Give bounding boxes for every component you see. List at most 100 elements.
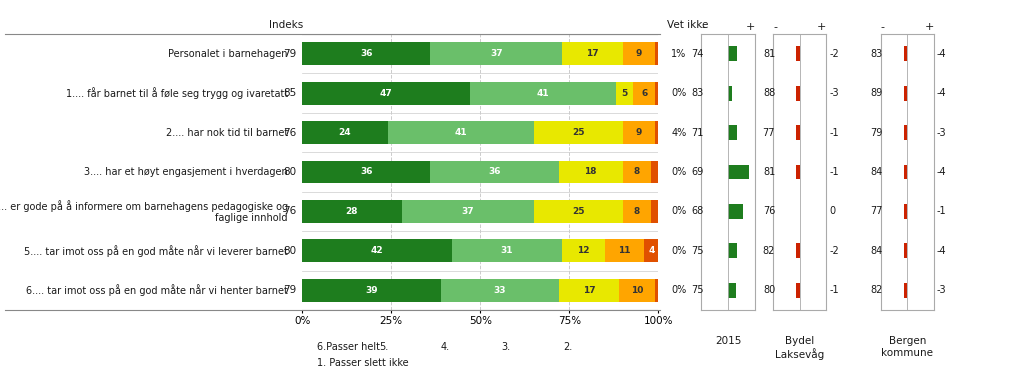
Text: 31: 31 bbox=[501, 246, 513, 255]
Text: 0%: 0% bbox=[672, 88, 686, 98]
Bar bbox=[728, 204, 743, 219]
Bar bbox=[605, 239, 644, 262]
Bar bbox=[562, 239, 605, 262]
Text: +: + bbox=[817, 22, 826, 32]
Text: -1: -1 bbox=[829, 167, 839, 177]
Bar bbox=[388, 121, 534, 144]
Text: 37: 37 bbox=[489, 49, 503, 58]
Bar bbox=[615, 82, 634, 105]
Text: 0%: 0% bbox=[672, 167, 686, 177]
Bar bbox=[644, 239, 658, 262]
Text: 33: 33 bbox=[494, 286, 506, 295]
Text: 0%: 0% bbox=[672, 206, 686, 217]
Text: Vet ikke: Vet ikke bbox=[667, 20, 708, 30]
Text: 37: 37 bbox=[462, 207, 474, 216]
Text: 85: 85 bbox=[284, 88, 297, 98]
Text: 0%: 0% bbox=[672, 246, 686, 256]
Text: 0: 0 bbox=[829, 206, 836, 217]
Text: 79: 79 bbox=[284, 49, 297, 59]
Text: 83: 83 bbox=[870, 49, 883, 59]
Bar bbox=[430, 42, 562, 65]
Text: 6: 6 bbox=[641, 89, 647, 98]
Bar bbox=[728, 164, 749, 180]
Bar bbox=[470, 82, 615, 105]
Text: 0%: 0% bbox=[672, 285, 686, 295]
Text: 1%: 1% bbox=[672, 49, 686, 59]
Bar bbox=[623, 121, 655, 144]
Text: 68: 68 bbox=[691, 206, 703, 217]
Bar bbox=[655, 279, 658, 302]
Bar bbox=[452, 239, 562, 262]
Bar bbox=[904, 283, 907, 298]
Text: 28: 28 bbox=[346, 207, 358, 216]
Bar bbox=[651, 161, 658, 183]
Bar bbox=[302, 279, 441, 302]
Text: 82: 82 bbox=[763, 246, 775, 256]
Text: 71: 71 bbox=[691, 127, 703, 138]
Text: -1: -1 bbox=[829, 285, 839, 295]
Bar bbox=[797, 125, 800, 140]
Text: 2015: 2015 bbox=[715, 336, 741, 346]
Text: 4%: 4% bbox=[672, 127, 686, 138]
Bar bbox=[651, 200, 658, 223]
Bar bbox=[623, 200, 651, 223]
Text: 5.: 5. bbox=[379, 342, 388, 352]
Bar bbox=[728, 243, 737, 258]
Text: -4: -4 bbox=[937, 167, 946, 177]
Text: 5: 5 bbox=[622, 89, 628, 98]
Bar bbox=[623, 161, 651, 183]
Text: 84: 84 bbox=[870, 246, 883, 256]
Text: 41: 41 bbox=[455, 128, 467, 137]
Text: -3: -3 bbox=[829, 88, 839, 98]
Text: 36: 36 bbox=[360, 49, 373, 58]
Text: -: - bbox=[701, 22, 706, 32]
Text: -2: -2 bbox=[829, 49, 840, 59]
Text: 6.... tar imot oss på en god måte når vi henter barnet: 6.... tar imot oss på en god måte når vi… bbox=[26, 284, 288, 296]
Text: Bydel
Laksevåg: Bydel Laksevåg bbox=[775, 336, 824, 360]
Text: 18: 18 bbox=[585, 167, 597, 177]
Text: Bergen
kommune: Bergen kommune bbox=[882, 336, 933, 358]
Text: 84: 84 bbox=[870, 167, 883, 177]
Text: 10: 10 bbox=[631, 286, 643, 295]
Text: 3.... har et høyt engasjement i hverdagen: 3.... har et høyt engasjement i hverdage… bbox=[84, 167, 288, 177]
Bar bbox=[728, 283, 735, 298]
Bar bbox=[904, 243, 907, 258]
Text: 76: 76 bbox=[284, 127, 297, 138]
Bar bbox=[302, 200, 401, 223]
Text: -2: -2 bbox=[829, 246, 840, 256]
Text: 75: 75 bbox=[691, 285, 703, 295]
Bar bbox=[302, 121, 388, 144]
Text: 3.: 3. bbox=[502, 342, 511, 352]
Text: -: - bbox=[881, 22, 885, 32]
Bar bbox=[559, 279, 620, 302]
Bar bbox=[620, 279, 655, 302]
Bar bbox=[562, 42, 623, 65]
Text: 47: 47 bbox=[380, 89, 392, 98]
Text: -1: -1 bbox=[829, 127, 839, 138]
Bar bbox=[797, 243, 800, 258]
Text: -4: -4 bbox=[937, 88, 946, 98]
Bar bbox=[302, 239, 452, 262]
Text: 42: 42 bbox=[371, 246, 383, 255]
Text: +: + bbox=[745, 22, 755, 32]
Bar bbox=[430, 161, 559, 183]
Text: 81: 81 bbox=[763, 49, 775, 59]
Text: 25: 25 bbox=[572, 128, 585, 137]
Bar bbox=[534, 200, 623, 223]
Text: 8: 8 bbox=[634, 167, 640, 177]
Text: 79: 79 bbox=[870, 127, 883, 138]
Text: Personalet i barnehagen: Personalet i barnehagen bbox=[168, 49, 288, 59]
Text: 2.... har nok tid til barnet: 2.... har nok tid til barnet bbox=[166, 127, 288, 138]
Text: 17: 17 bbox=[586, 49, 599, 58]
Text: 4: 4 bbox=[648, 246, 654, 255]
Text: 5.... tar imot oss på en god måte når vi leverer barnet: 5.... tar imot oss på en god måte når vi… bbox=[24, 245, 288, 257]
Text: 9: 9 bbox=[636, 49, 642, 58]
Bar bbox=[728, 46, 737, 61]
Bar bbox=[302, 42, 430, 65]
Bar bbox=[302, 82, 470, 105]
Text: 2.: 2. bbox=[563, 342, 572, 352]
Text: 88: 88 bbox=[763, 88, 775, 98]
Text: 36: 36 bbox=[360, 167, 373, 177]
Text: -4: -4 bbox=[937, 246, 946, 256]
Bar bbox=[904, 204, 907, 219]
